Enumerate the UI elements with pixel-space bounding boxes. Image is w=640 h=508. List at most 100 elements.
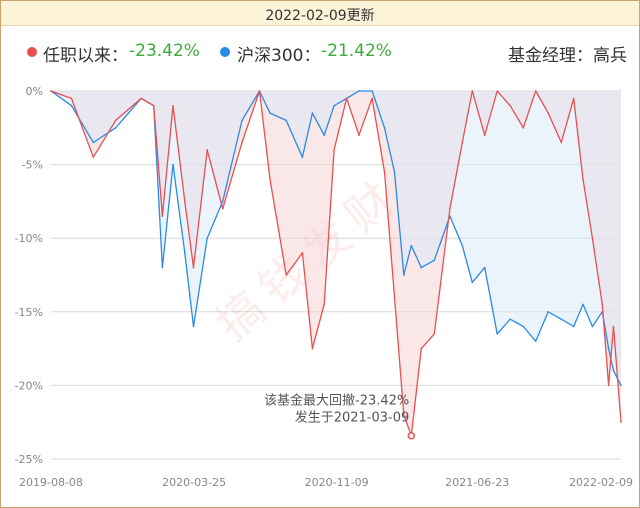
- series-lines: [50, 90, 622, 437]
- x-tick-label: 2020-03-25: [162, 476, 226, 489]
- series-point: [172, 104, 174, 107]
- series-point: [206, 237, 208, 239]
- series-point: [612, 369, 615, 372]
- series-point: [114, 119, 117, 122]
- x-tick-label: 2019-08-08: [19, 476, 83, 489]
- series-point: [161, 266, 164, 269]
- series-point: [534, 90, 537, 92]
- series-point: [509, 104, 512, 107]
- series-point: [92, 156, 95, 158]
- x-tick-label: 2021-06-23: [445, 476, 509, 489]
- series-point: [333, 149, 335, 151]
- series-point: [601, 303, 604, 306]
- series-point: [172, 163, 174, 166]
- series-point: [620, 421, 622, 424]
- series-point: [311, 112, 314, 114]
- series-point: [184, 200, 186, 203]
- series-point: [582, 303, 584, 306]
- fund-legend-marker: [27, 47, 37, 57]
- y-tick-label: -10%: [15, 232, 43, 245]
- y-tick-label: -20%: [15, 379, 43, 392]
- series-point: [572, 97, 575, 100]
- series-point: [449, 208, 451, 210]
- series-point: [70, 104, 73, 107]
- series-point: [433, 259, 436, 262]
- update-date: 2022-02-09更新: [265, 8, 375, 24]
- series-point: [522, 127, 525, 129]
- series-point: [393, 171, 396, 173]
- series-point: [70, 97, 73, 100]
- y-tick-label: 0%: [26, 85, 43, 98]
- y-axis: 0% -5% -10% -15% -20% -25%: [15, 85, 43, 466]
- series-point: [471, 90, 474, 92]
- series-point: [345, 97, 348, 100]
- y-tick-label: -15%: [15, 306, 43, 319]
- x-tick-label: 2020-11-09: [305, 476, 369, 489]
- series-point: [547, 112, 549, 114]
- area-fills: [51, 91, 621, 436]
- series-point: [269, 112, 271, 114]
- update-bar: 2022-02-09更新: [1, 1, 639, 26]
- series-point: [496, 90, 499, 92]
- series-point: [323, 303, 326, 306]
- series-point: [50, 90, 52, 92]
- series-point: [206, 149, 208, 151]
- max-drawdown-date: 发生于2021-03-09: [295, 410, 410, 426]
- max-drawdown-marker: [407, 431, 416, 440]
- series-point: [393, 296, 396, 298]
- series-point: [371, 90, 373, 92]
- series-point: [371, 97, 373, 100]
- series-point: [607, 384, 610, 387]
- series-point: [383, 127, 386, 129]
- series-point: [607, 347, 610, 350]
- legend: 任职以来： -23.42% 沪深300： -21.42% 基金经理：高兵: [1, 39, 639, 67]
- series-point: [358, 90, 360, 92]
- series-point: [241, 141, 243, 144]
- series-point: [285, 119, 288, 122]
- series-line: [50, 90, 622, 437]
- series-point: [403, 414, 405, 416]
- series-point: [192, 325, 195, 328]
- x-tick-label: 2022-02-09: [569, 476, 633, 489]
- series-point: [620, 384, 622, 387]
- series-point: [547, 311, 549, 313]
- series-point: [483, 266, 486, 269]
- series-point: [471, 281, 474, 284]
- series-point: [192, 266, 195, 269]
- index-legend-label: 沪深300：: [237, 46, 321, 66]
- y-tick-label: -25%: [15, 453, 43, 466]
- series-point: [483, 134, 486, 136]
- series-point: [258, 90, 261, 92]
- series-point: [383, 171, 386, 173]
- series-point: [591, 325, 594, 328]
- series-point: [333, 104, 335, 107]
- series-point: [184, 252, 186, 254]
- series-point: [461, 244, 464, 247]
- fund-manager: 基金经理：高兵: [508, 46, 627, 66]
- series-point: [612, 325, 615, 328]
- series-point: [161, 215, 164, 217]
- series-point: [420, 266, 423, 269]
- index-legend-marker: [220, 47, 230, 57]
- fund-legend-value: -23.42%: [129, 41, 200, 61]
- series-point: [301, 156, 304, 158]
- series-point: [509, 318, 512, 321]
- series-point: [152, 104, 155, 107]
- series-point: [534, 340, 537, 343]
- fund-legend-label: 任职以来：: [43, 46, 128, 66]
- series-point: [92, 141, 95, 144]
- series-point: [285, 274, 288, 276]
- series-point: [420, 347, 423, 350]
- series-point: [323, 134, 326, 136]
- x-axis: 2019-08-08 2020-03-25 2020-11-09 2021-06-23…: [19, 476, 633, 489]
- index-legend-value: -21.42%: [321, 41, 392, 61]
- series-point: [496, 333, 499, 335]
- series-point: [140, 97, 142, 100]
- series-point: [572, 325, 575, 328]
- series-point: [591, 237, 594, 239]
- series-point: [311, 347, 314, 350]
- series-point: [114, 127, 117, 129]
- series-point: [582, 178, 584, 181]
